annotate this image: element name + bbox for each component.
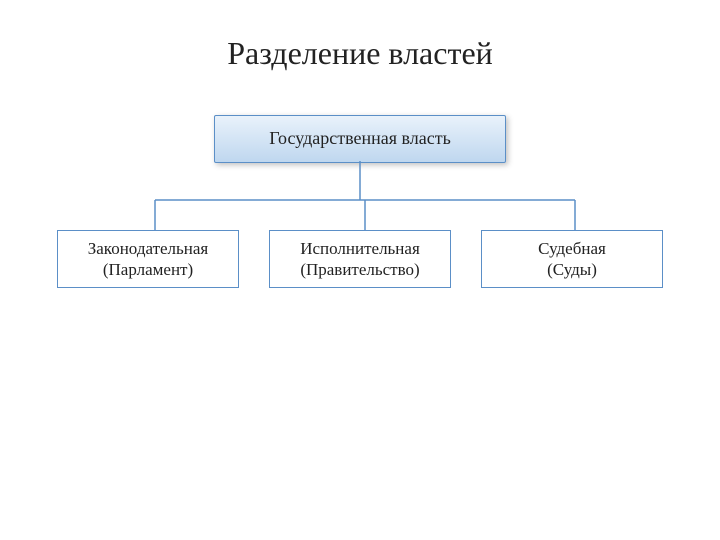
slide: Разделение властей Государственная власт… xyxy=(0,0,720,540)
connector-lines xyxy=(155,161,575,230)
root-node: Государственная власть xyxy=(214,115,506,163)
page-title: Разделение властей xyxy=(0,35,720,72)
child-label-line2: (Правительство) xyxy=(300,259,419,280)
child-label-line1: Судебная xyxy=(538,238,606,259)
child-node-executive: Исполнительная (Правительство) xyxy=(269,230,451,288)
child-node-judicial: Судебная (Суды) xyxy=(481,230,663,288)
child-label-line1: Законодательная xyxy=(88,238,209,259)
child-node-legislative: Законодательная (Парламент) xyxy=(57,230,239,288)
child-label-line2: (Парламент) xyxy=(103,259,193,280)
child-label-line1: Исполнительная xyxy=(300,238,420,259)
children-row: Законодательная (Парламент) Исполнительн… xyxy=(0,230,720,288)
child-label-line2: (Суды) xyxy=(547,259,597,280)
